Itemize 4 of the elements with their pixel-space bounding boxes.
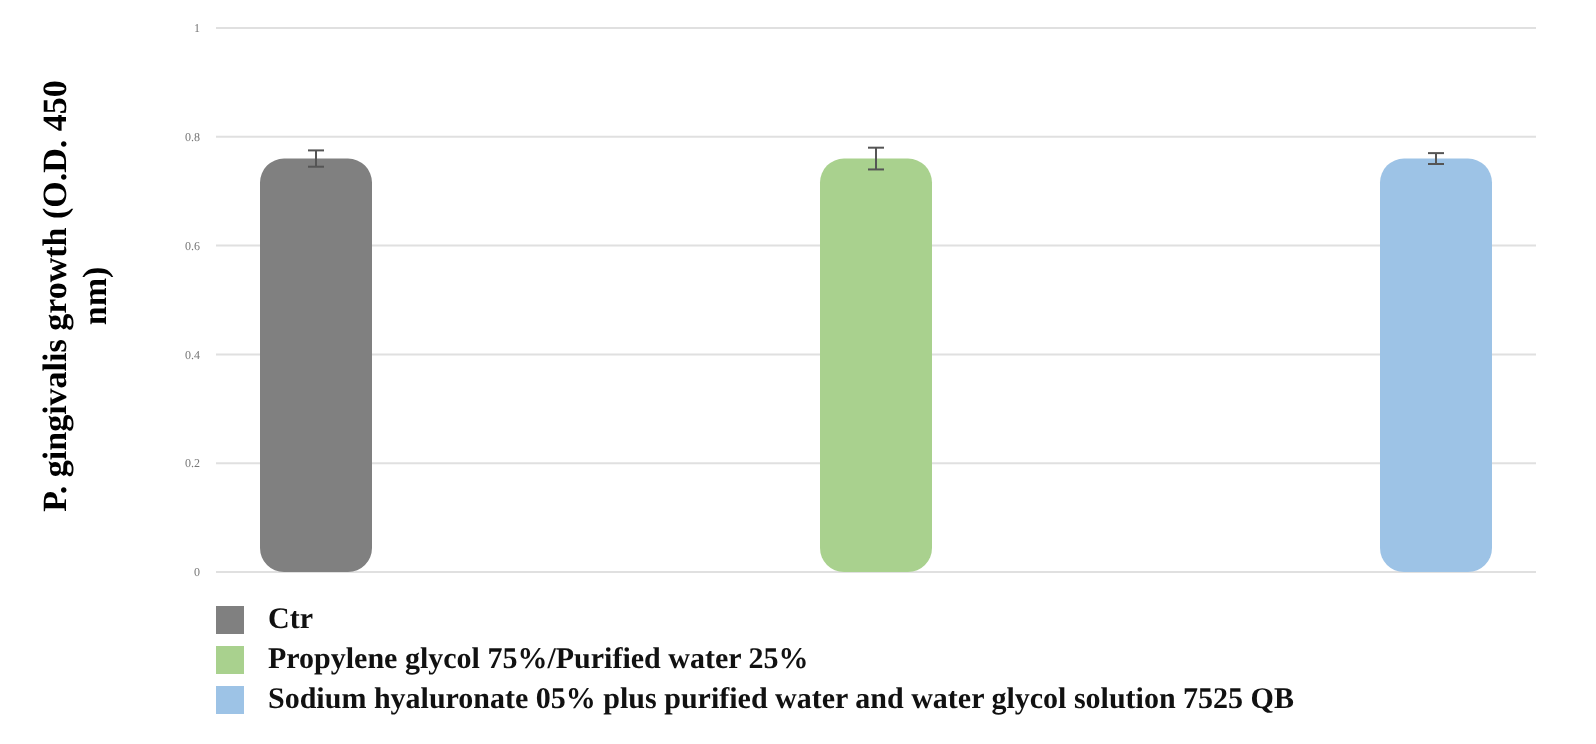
legend-label: Ctr	[268, 602, 313, 640]
legend-label: Sodium hyaluronate 05% plus purified water and water glycol solution 7525 QB	[268, 682, 1294, 720]
y-axis-title: P. gingivalis growth (O.D. 450 nm)	[36, 78, 116, 516]
legend-label: Propylene glycol 75%/Purified water 25%	[268, 642, 809, 680]
